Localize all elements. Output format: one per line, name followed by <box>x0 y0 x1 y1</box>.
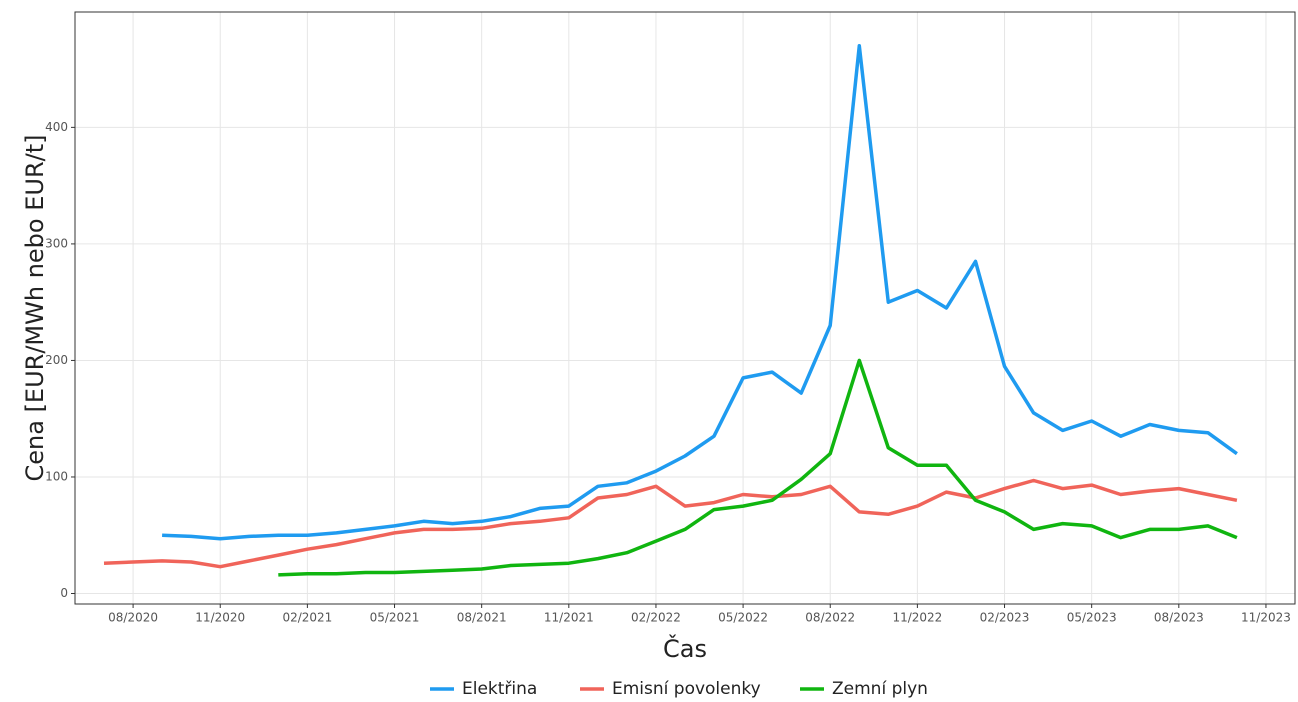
x-tick-label: 08/2022 <box>805 611 855 625</box>
x-tick-label: 02/2021 <box>282 611 332 625</box>
series-line <box>278 358 1238 577</box>
series-line <box>103 478 1238 569</box>
x-tick-label: 02/2023 <box>980 611 1030 625</box>
x-axis-label: Čas <box>663 633 707 663</box>
x-tick-label: 05/2022 <box>718 611 768 625</box>
x-tick-label: 08/2021 <box>457 611 507 625</box>
series-line <box>162 44 1238 541</box>
x-tick-label: 08/2023 <box>1154 611 1204 625</box>
x-tick-label: 05/2021 <box>370 611 420 625</box>
legend-label: Elektřina <box>462 679 537 699</box>
y-tick-label: 300 <box>45 236 68 250</box>
x-tick-label: 02/2022 <box>631 611 681 625</box>
x-tick-label: 11/2020 <box>195 611 245 625</box>
legend-label: Zemní plyn <box>832 679 928 699</box>
x-tick-label: 11/2021 <box>544 611 594 625</box>
plot-border <box>74 11 1296 605</box>
x-tick-label: 11/2022 <box>892 611 942 625</box>
y-tick-label: 100 <box>45 469 68 483</box>
y-tick-label: 0 <box>60 586 68 600</box>
y-tick-label: 400 <box>45 120 68 134</box>
y-tick-label: 200 <box>45 353 68 367</box>
x-tick-label: 11/2023 <box>1241 611 1291 625</box>
x-tick-label: 08/2020 <box>108 611 158 625</box>
legend-label: Emisní povolenky <box>612 679 761 699</box>
x-tick-label: 05/2023 <box>1067 611 1117 625</box>
y-axis-label: Cena [EUR/MWh nebo EUR/t] <box>21 135 49 482</box>
